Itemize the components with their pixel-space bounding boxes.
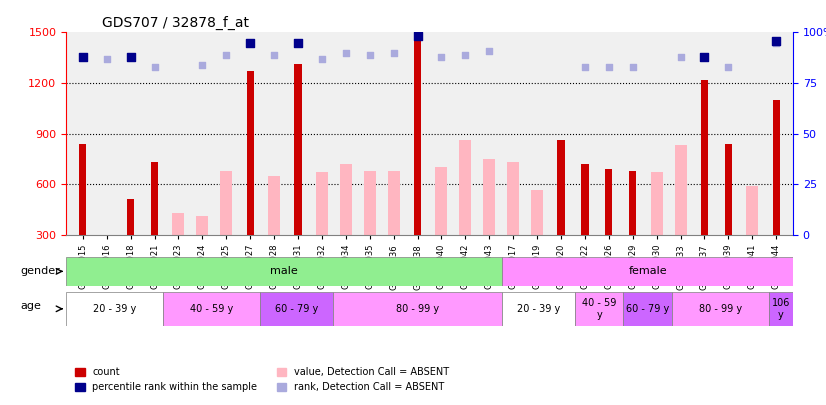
Bar [339,164,352,235]
Bar [558,141,565,235]
Point [244,39,257,46]
Legend: count, percentile rank within the sample, value, Detection Call = ABSENT, rank, : count, percentile rank within the sample… [71,363,453,396]
Point [76,53,89,60]
FancyBboxPatch shape [769,292,793,326]
Bar [582,164,588,235]
Point [482,47,496,54]
Text: female: female [629,266,667,276]
Point [387,49,401,56]
Point [602,64,615,70]
Bar [629,171,636,235]
Point [578,64,591,70]
Text: 80 - 99 y: 80 - 99 y [396,304,439,314]
FancyBboxPatch shape [163,292,260,326]
Bar [507,162,520,235]
Bar [459,141,472,235]
Text: male: male [270,266,298,276]
Text: 60 - 79 y: 60 - 79 y [274,304,318,314]
FancyBboxPatch shape [672,292,769,326]
Bar [268,176,280,235]
Bar [605,169,612,235]
Bar [363,171,376,235]
Text: age: age [21,301,41,311]
FancyBboxPatch shape [502,292,575,326]
Point [458,51,472,58]
Bar [387,171,400,235]
Bar [724,144,732,235]
Point [124,53,137,60]
Bar [651,173,662,235]
Bar [221,171,232,235]
Point [268,51,281,58]
Bar [675,145,686,235]
Point [363,51,377,58]
Bar [316,173,328,235]
Point [292,39,305,46]
Bar [151,162,158,235]
Text: gender: gender [21,266,60,275]
FancyBboxPatch shape [624,292,672,326]
FancyBboxPatch shape [66,292,163,326]
Text: 40 - 59 y: 40 - 59 y [190,304,233,314]
FancyBboxPatch shape [575,292,624,326]
Text: 80 - 99 y: 80 - 99 y [699,304,742,314]
Point [220,51,233,58]
Bar [294,64,301,235]
Point [626,64,639,70]
Point [770,39,783,46]
Point [196,62,209,68]
Bar [127,200,134,235]
Text: 60 - 79 y: 60 - 79 y [626,304,669,314]
Point [148,64,161,70]
Point [722,64,735,70]
FancyBboxPatch shape [502,257,793,286]
Text: GDS707 / 32878_f_at: GDS707 / 32878_f_at [102,16,249,30]
Bar [79,144,87,235]
Bar [435,167,448,235]
Point [316,55,329,62]
Point [674,53,687,60]
Bar [747,186,758,235]
FancyBboxPatch shape [260,292,333,326]
Text: 20 - 39 y: 20 - 39 y [517,304,560,314]
Point [698,53,711,60]
Text: 20 - 39 y: 20 - 39 y [93,304,136,314]
Bar [247,71,254,235]
Point [100,55,113,62]
FancyBboxPatch shape [333,292,502,326]
FancyBboxPatch shape [66,257,502,286]
Text: 106
y: 106 y [771,298,790,320]
Point [411,33,425,40]
Bar [173,213,184,235]
Bar [414,38,421,235]
Text: 40 - 59
y: 40 - 59 y [582,298,616,320]
Point [339,49,353,56]
Bar [483,159,496,235]
Bar [197,216,208,235]
Bar [701,80,708,235]
Point [770,37,783,44]
Bar [772,100,780,235]
Point [434,53,448,60]
Bar [531,190,544,235]
